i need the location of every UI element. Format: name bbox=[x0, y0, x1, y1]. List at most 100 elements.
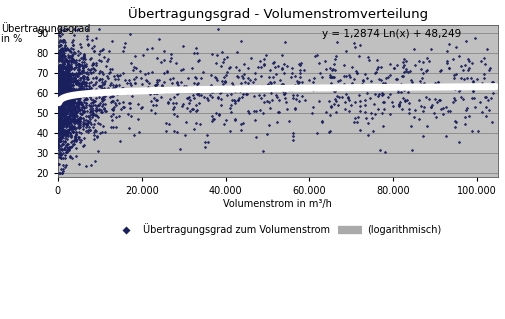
Point bbox=[56, 95, 64, 100]
Point bbox=[74, 61, 82, 66]
Point bbox=[58, 83, 66, 88]
Point bbox=[57, 77, 65, 82]
Point bbox=[72, 101, 80, 106]
Point bbox=[392, 77, 400, 82]
Point bbox=[63, 103, 71, 108]
Point bbox=[86, 127, 94, 132]
Point bbox=[208, 118, 216, 123]
Point bbox=[63, 58, 71, 63]
Point bbox=[74, 120, 82, 125]
Point bbox=[94, 114, 102, 119]
Point bbox=[294, 62, 302, 67]
Point bbox=[54, 145, 62, 150]
Point bbox=[422, 68, 430, 73]
Point bbox=[68, 53, 76, 58]
Point bbox=[55, 91, 63, 96]
Point bbox=[72, 81, 80, 86]
Point bbox=[106, 94, 114, 100]
Point bbox=[67, 95, 75, 100]
Point bbox=[57, 79, 65, 84]
Point bbox=[56, 95, 64, 100]
Point bbox=[331, 110, 339, 115]
Point bbox=[54, 116, 62, 122]
Point bbox=[68, 102, 76, 108]
Point bbox=[91, 108, 99, 113]
Point bbox=[61, 70, 69, 75]
Point bbox=[271, 64, 279, 70]
Point bbox=[66, 139, 74, 144]
Point bbox=[90, 48, 98, 54]
Point bbox=[56, 53, 64, 58]
Point bbox=[70, 120, 78, 125]
Point bbox=[56, 86, 64, 92]
Point bbox=[66, 73, 74, 78]
Point bbox=[256, 73, 264, 78]
Point bbox=[55, 106, 63, 111]
Point bbox=[183, 95, 191, 100]
Point bbox=[188, 93, 196, 98]
Point bbox=[95, 107, 103, 112]
Point bbox=[59, 65, 67, 70]
Point bbox=[57, 144, 65, 149]
Point bbox=[54, 70, 62, 76]
Point bbox=[70, 97, 78, 102]
Point bbox=[195, 100, 203, 105]
Point bbox=[111, 77, 119, 82]
Point bbox=[256, 58, 264, 63]
Point bbox=[69, 71, 77, 77]
Point bbox=[60, 102, 68, 108]
Point bbox=[65, 77, 73, 82]
Point bbox=[162, 128, 170, 133]
Point bbox=[59, 82, 67, 87]
Point bbox=[66, 116, 74, 121]
Point bbox=[346, 102, 355, 107]
Point bbox=[481, 94, 489, 99]
Point bbox=[207, 90, 215, 95]
Point bbox=[56, 84, 64, 89]
Point bbox=[88, 61, 96, 66]
Point bbox=[61, 119, 69, 124]
Point bbox=[80, 118, 88, 123]
Point bbox=[60, 110, 68, 115]
Point bbox=[209, 117, 217, 122]
Point bbox=[476, 99, 484, 104]
Point bbox=[70, 102, 78, 108]
Point bbox=[220, 121, 228, 126]
Point bbox=[55, 97, 63, 102]
Point bbox=[206, 85, 214, 90]
Point bbox=[63, 83, 71, 88]
Point bbox=[54, 119, 62, 124]
Point bbox=[70, 104, 78, 109]
Point bbox=[55, 39, 63, 44]
Point bbox=[412, 85, 420, 90]
Point bbox=[59, 79, 67, 84]
Point bbox=[54, 141, 62, 146]
Point bbox=[63, 117, 71, 122]
Point bbox=[55, 130, 63, 135]
Point bbox=[58, 133, 66, 138]
Point bbox=[69, 94, 77, 99]
Point bbox=[65, 145, 73, 150]
Point bbox=[66, 92, 74, 97]
Point bbox=[69, 118, 77, 123]
Point bbox=[78, 70, 86, 75]
Point bbox=[421, 69, 429, 74]
Point bbox=[66, 115, 74, 121]
Point bbox=[57, 155, 65, 160]
Point bbox=[88, 109, 96, 114]
Point bbox=[61, 101, 69, 106]
Point bbox=[101, 79, 109, 84]
Point bbox=[66, 115, 74, 121]
Point bbox=[63, 130, 71, 136]
Point bbox=[219, 81, 227, 86]
Point bbox=[74, 98, 82, 103]
Point bbox=[57, 76, 65, 81]
Point bbox=[85, 125, 93, 130]
Point bbox=[58, 63, 66, 68]
Point bbox=[76, 44, 84, 49]
Point bbox=[55, 137, 63, 142]
Point bbox=[74, 108, 82, 113]
Point bbox=[80, 52, 88, 57]
Point bbox=[469, 96, 477, 101]
Point bbox=[217, 78, 225, 83]
